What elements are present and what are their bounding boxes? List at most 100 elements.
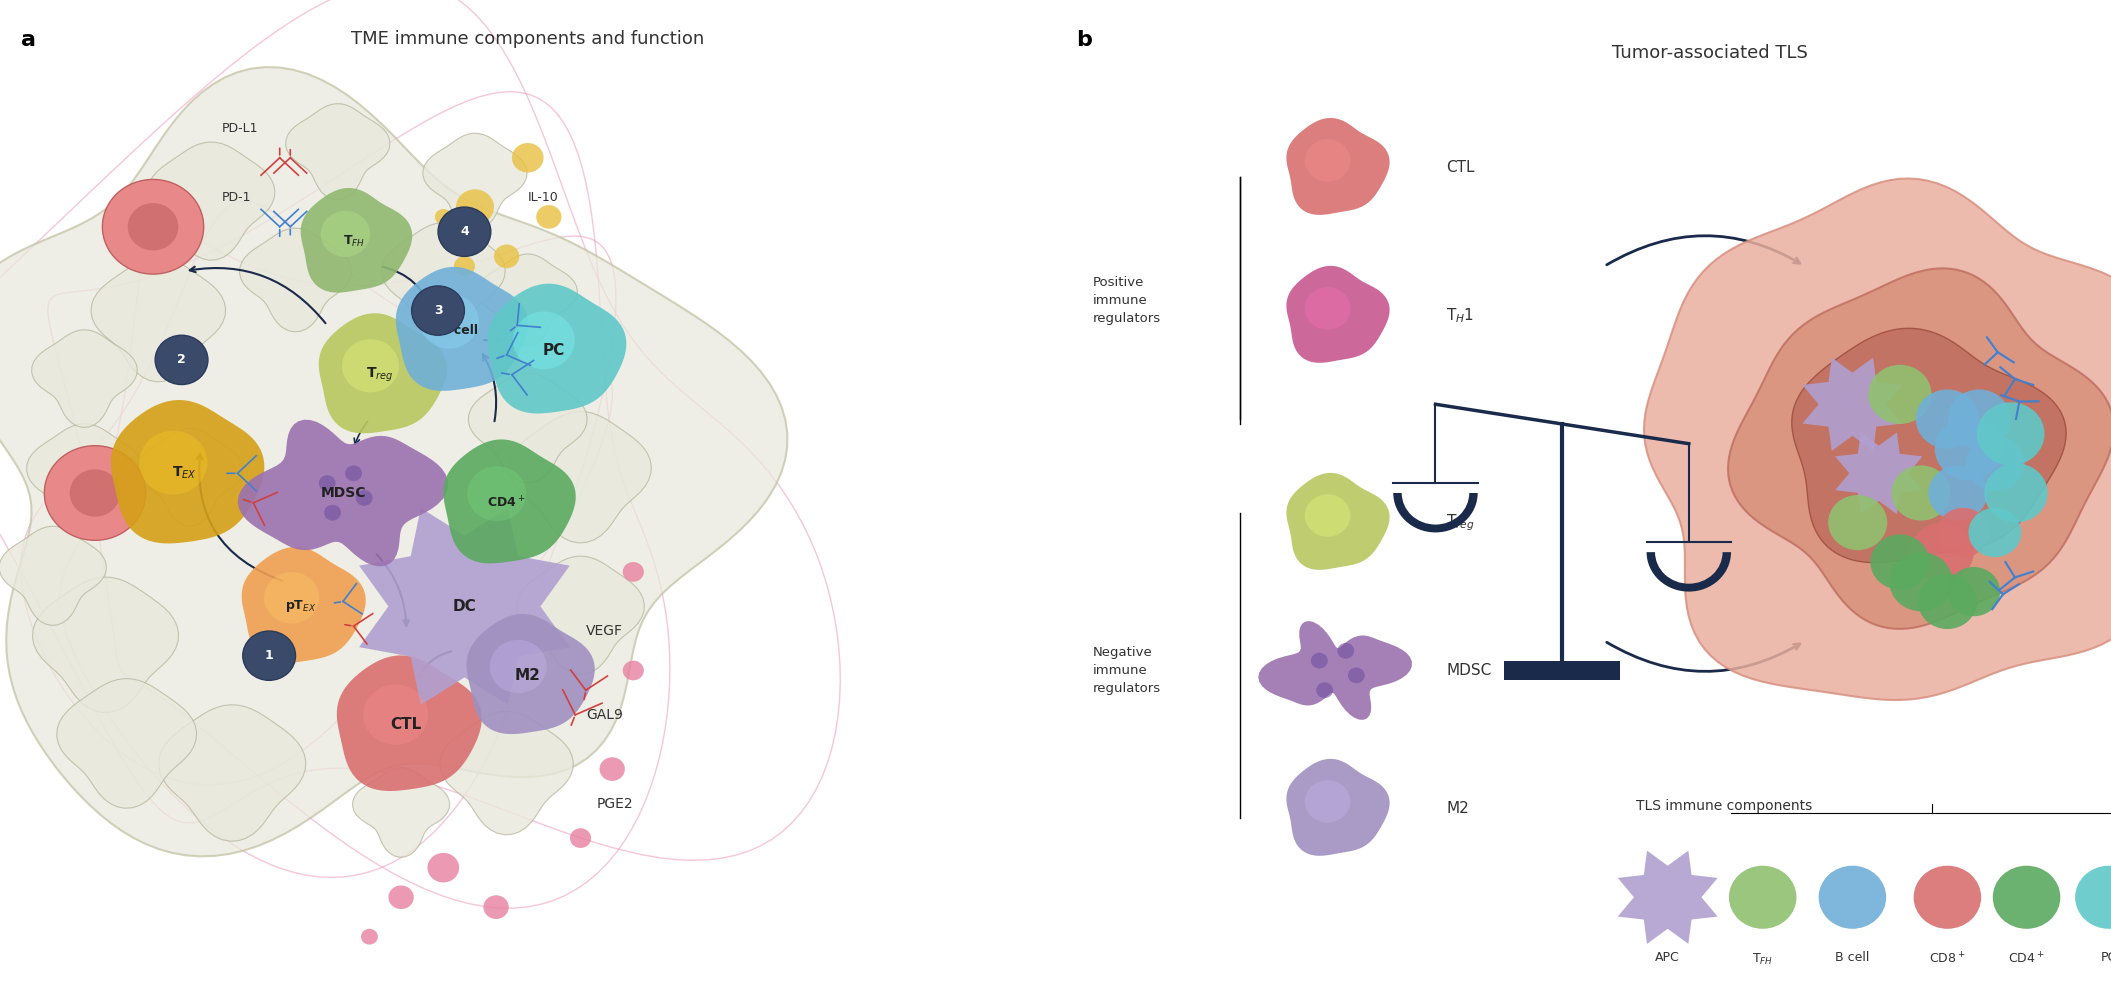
Circle shape xyxy=(1936,508,1989,557)
Polygon shape xyxy=(32,577,179,713)
Text: CD4$^+$: CD4$^+$ xyxy=(488,495,526,511)
Circle shape xyxy=(325,505,342,521)
Circle shape xyxy=(346,465,363,481)
Polygon shape xyxy=(439,711,574,835)
Circle shape xyxy=(388,885,414,909)
Circle shape xyxy=(570,828,591,848)
Polygon shape xyxy=(467,614,595,734)
Polygon shape xyxy=(1803,358,1902,451)
Circle shape xyxy=(321,211,369,257)
Circle shape xyxy=(156,335,207,385)
Circle shape xyxy=(623,661,644,680)
Polygon shape xyxy=(509,411,652,543)
Text: M2: M2 xyxy=(515,668,540,683)
Circle shape xyxy=(1338,643,1355,659)
Circle shape xyxy=(361,929,378,945)
Text: pT$_{EX}$: pT$_{EX}$ xyxy=(285,599,317,614)
Circle shape xyxy=(1993,866,2060,929)
Text: CTL: CTL xyxy=(391,717,422,733)
Text: PGE2: PGE2 xyxy=(595,797,633,810)
Polygon shape xyxy=(319,314,448,433)
Polygon shape xyxy=(397,267,528,390)
Text: CD8$^+$: CD8$^+$ xyxy=(1929,951,1965,967)
Circle shape xyxy=(70,469,120,517)
Polygon shape xyxy=(1286,473,1389,570)
Polygon shape xyxy=(1644,178,2111,700)
Circle shape xyxy=(1729,866,1796,929)
Circle shape xyxy=(439,207,490,256)
Text: DC: DC xyxy=(452,599,477,614)
Circle shape xyxy=(536,205,562,229)
Circle shape xyxy=(101,179,203,274)
Circle shape xyxy=(412,286,464,335)
Circle shape xyxy=(1868,365,1932,424)
Circle shape xyxy=(1305,287,1351,329)
Text: T$_H$1: T$_H$1 xyxy=(1446,307,1473,324)
Wedge shape xyxy=(1393,493,1478,532)
Polygon shape xyxy=(137,428,243,527)
Circle shape xyxy=(44,446,146,540)
Text: MDSC: MDSC xyxy=(321,486,365,500)
Polygon shape xyxy=(479,254,576,345)
Circle shape xyxy=(1934,417,2001,480)
Text: CD4$^+$: CD4$^+$ xyxy=(2008,951,2046,967)
Circle shape xyxy=(467,466,526,522)
Polygon shape xyxy=(1729,268,2111,629)
Text: MDSC: MDSC xyxy=(1446,663,1490,678)
Circle shape xyxy=(513,312,574,369)
Circle shape xyxy=(454,256,475,276)
Polygon shape xyxy=(0,527,106,625)
Circle shape xyxy=(1349,668,1366,683)
Polygon shape xyxy=(1286,266,1389,363)
Circle shape xyxy=(127,203,177,250)
Circle shape xyxy=(1976,402,2043,465)
Circle shape xyxy=(623,562,644,582)
Circle shape xyxy=(435,209,452,225)
Polygon shape xyxy=(382,223,505,337)
Circle shape xyxy=(1913,866,1982,929)
Text: T$_{reg}$: T$_{reg}$ xyxy=(1446,513,1476,532)
Circle shape xyxy=(1946,567,2001,616)
Text: Negative
immune
regulators: Negative immune regulators xyxy=(1093,646,1161,695)
Circle shape xyxy=(1317,682,1334,698)
Polygon shape xyxy=(0,67,787,857)
Circle shape xyxy=(355,490,374,506)
Polygon shape xyxy=(241,547,365,664)
Text: TLS immune components: TLS immune components xyxy=(1636,800,1811,813)
Text: PD-L1: PD-L1 xyxy=(222,121,258,135)
Text: APC: APC xyxy=(1655,951,1680,964)
Polygon shape xyxy=(1286,118,1389,215)
Circle shape xyxy=(513,143,545,173)
Polygon shape xyxy=(422,133,528,230)
Polygon shape xyxy=(57,678,196,809)
Circle shape xyxy=(1828,495,1887,550)
Text: T$_{reg}$: T$_{reg}$ xyxy=(367,366,393,384)
Polygon shape xyxy=(239,228,353,332)
Text: T$_{FH}$: T$_{FH}$ xyxy=(342,234,365,249)
Polygon shape xyxy=(517,556,644,674)
Circle shape xyxy=(494,245,519,268)
Circle shape xyxy=(1305,139,1351,181)
Polygon shape xyxy=(158,705,306,841)
Circle shape xyxy=(319,475,336,491)
Polygon shape xyxy=(112,400,264,543)
Text: 1: 1 xyxy=(264,649,274,663)
Circle shape xyxy=(490,640,547,693)
Polygon shape xyxy=(239,420,448,566)
Circle shape xyxy=(1927,465,1989,521)
Text: PC: PC xyxy=(2100,951,2111,964)
Text: a: a xyxy=(21,30,36,49)
Polygon shape xyxy=(1286,759,1389,856)
Text: CTL: CTL xyxy=(1446,160,1476,176)
Polygon shape xyxy=(1617,851,1718,944)
Circle shape xyxy=(139,431,207,495)
Circle shape xyxy=(1917,574,1978,629)
Polygon shape xyxy=(27,424,141,530)
Polygon shape xyxy=(443,440,576,563)
Text: PD-1: PD-1 xyxy=(222,190,251,204)
Circle shape xyxy=(1917,389,1980,449)
Text: B cell: B cell xyxy=(1834,951,1870,964)
Text: PC: PC xyxy=(543,342,566,358)
Circle shape xyxy=(1305,494,1351,536)
Circle shape xyxy=(342,339,399,392)
